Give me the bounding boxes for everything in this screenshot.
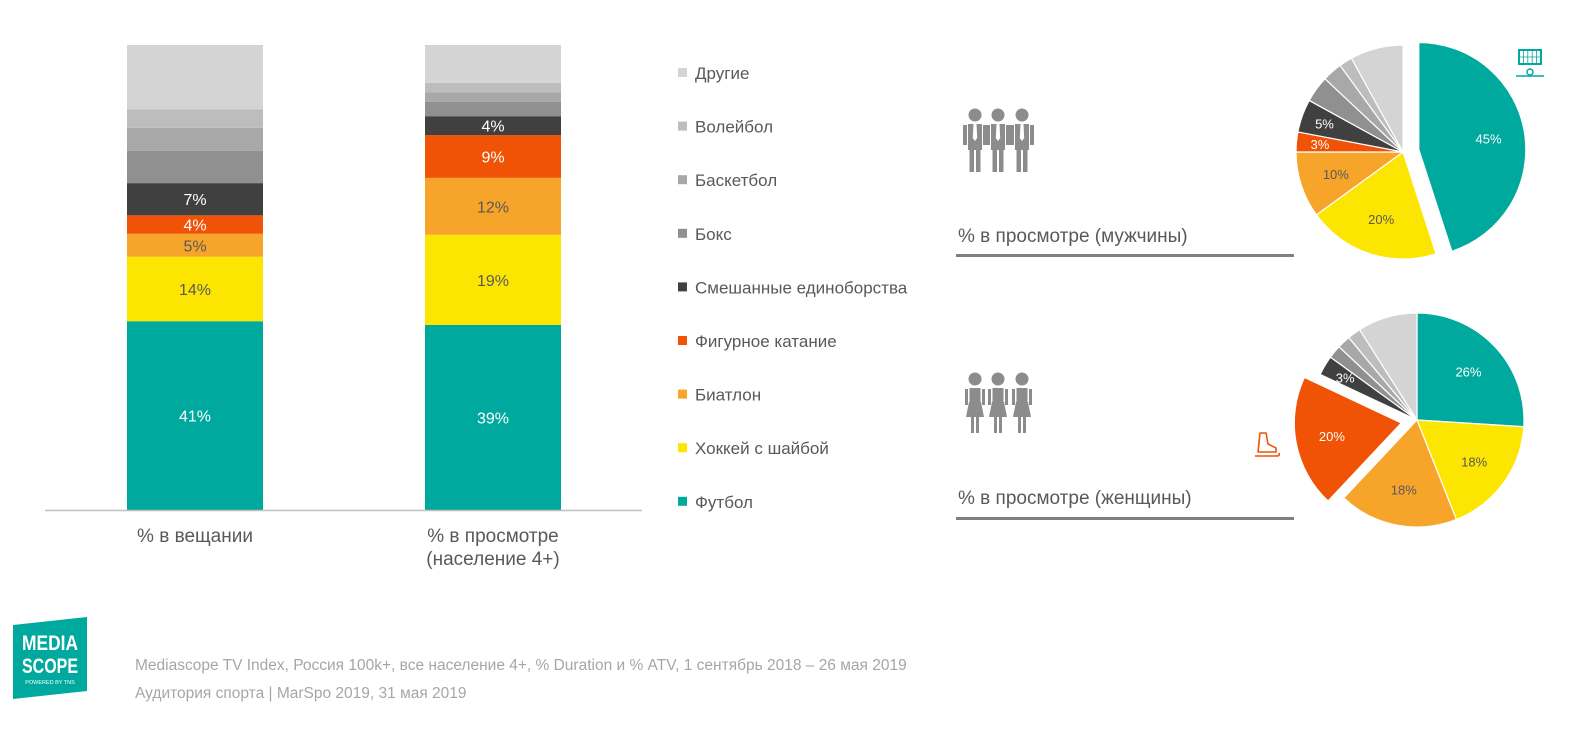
- category-label: % в вещании: [137, 526, 253, 547]
- legend-swatch: [678, 496, 687, 506]
- pie-data-label: 3%: [1311, 137, 1330, 152]
- bar-segment-баскетбол: [425, 92, 561, 102]
- bar-data-label: 39%: [477, 410, 509, 427]
- legend-label: Фигурное катание: [695, 332, 837, 351]
- bar-data-label: 4%: [481, 119, 504, 136]
- men-block: % в просмотре (мужчины): [956, 49, 1544, 257]
- bar-data-label: 19%: [477, 273, 509, 290]
- bar-data-label: 4%: [183, 218, 206, 235]
- legend-swatch: [678, 389, 687, 399]
- pie-slice-футбол: [1416, 312, 1525, 428]
- bar-segment-биатлон: [127, 233, 263, 257]
- bar-segment-другие: [127, 45, 263, 110]
- mediascope-logo: MEDIA SCOPE POWERED BY TNS: [13, 617, 87, 699]
- legend-label: Смешанные единоборства: [695, 278, 908, 297]
- divider: [956, 517, 1294, 520]
- pie-data-label: 26%: [1455, 365, 1481, 380]
- legend-swatch: [678, 336, 687, 345]
- pie-data-label: 20%: [1319, 429, 1345, 444]
- svg-text:SCOPE: SCOPE: [22, 655, 78, 678]
- pie-data-label: 45%: [1476, 131, 1502, 146]
- category-label: (население 4+): [426, 549, 559, 570]
- ice-skate-icon: [1255, 432, 1281, 457]
- source-note: Mediascope TV Index, Россия 100k+, все н…: [135, 657, 907, 674]
- legend-swatch: [678, 121, 687, 131]
- bar-segment-бокс: [127, 150, 263, 184]
- pie-chart-women: 26% 18% 18% 20% 3%: [1293, 312, 1525, 528]
- bar-data-label: 41%: [179, 409, 211, 426]
- svg-text:POWERED BY TNS: POWERED BY TNS: [25, 680, 75, 686]
- bar-segment-баскетбол: [127, 127, 263, 151]
- legend-label: Футбол: [695, 493, 753, 512]
- legend-label: Другие: [695, 64, 749, 83]
- event-note: Аудитория спорта | MarSpo 2019, 31 мая 2…: [135, 685, 467, 702]
- bar-segment-другие: [425, 45, 561, 83]
- legend-swatch: [678, 443, 687, 453]
- bar-data-label: 5%: [183, 238, 206, 255]
- women-block: % в просмотре (женщины): [956, 372, 1294, 520]
- football-goal-icon: [1516, 49, 1544, 77]
- bar-data-label: 12%: [477, 199, 509, 216]
- bar-segment-смешанные-единоборства: [425, 116, 561, 136]
- legend-label: Волейбол: [695, 118, 773, 137]
- legend-label: Хоккей с шайбой: [695, 439, 829, 458]
- legend-label: Биатлон: [695, 386, 761, 405]
- chart-legend: Другие Волейбол Баскетбол Бокс Смешанные еди…: [678, 64, 908, 512]
- svg-text:MEDIA: MEDIA: [22, 632, 78, 655]
- pie-slice-футбол: [1418, 41, 1527, 253]
- men-group-icon: [963, 108, 1034, 172]
- bar-segment-смешанные-единоборства: [127, 183, 263, 216]
- bar-data-label: 14%: [179, 282, 211, 299]
- women-group-icon: [965, 372, 1032, 433]
- bar-segment-фигурное-катание: [127, 215, 263, 234]
- pie-data-label: 18%: [1461, 455, 1487, 470]
- pie-chart-men: 45% 20% 10% 3% 5%: [1295, 41, 1527, 260]
- pie-data-label: 10%: [1323, 167, 1349, 182]
- pie-slice-хоккей-с-шайбой: [1315, 151, 1437, 260]
- stacked-bar-chart: 41% 14% 5% 4% 7% % в вещании 39% 19% 12% 9% 4% % в …: [45, 45, 642, 570]
- bar-segment-футбол: [127, 321, 263, 510]
- pie-slice-другие: [1358, 312, 1418, 423]
- bar-data-label: 9%: [481, 150, 504, 167]
- legend-swatch: [678, 68, 687, 77]
- legend-swatch: [678, 228, 687, 238]
- pie-slice-хоккей-с-шайбой: [1416, 419, 1525, 521]
- bar-segment-биатлон: [425, 177, 561, 235]
- pie-title-men: % в просмотре (мужчины): [958, 226, 1188, 247]
- legend-swatch: [678, 175, 687, 185]
- bar-segment-фигурное-катание: [425, 135, 561, 178]
- divider: [956, 254, 1294, 257]
- pie-slice-биатлон: [1342, 418, 1458, 528]
- bar-segment-хоккей-с-шайбой: [425, 234, 561, 325]
- bar-segment-футбол: [425, 324, 561, 510]
- bar-segment-хоккей-с-шайбой: [127, 256, 263, 322]
- legend-label: Бокс: [695, 225, 732, 244]
- pie-data-label: 20%: [1368, 212, 1394, 227]
- bar-segment-бокс: [425, 101, 561, 117]
- bar-segment-волейбол: [127, 109, 263, 128]
- bar-segment-волейбол: [425, 82, 561, 93]
- pie-slice-другие: [1350, 44, 1404, 153]
- legend-swatch: [678, 282, 687, 292]
- legend-label: Баскетбол: [695, 171, 777, 190]
- pie-slice-фигурное-катание: [1293, 376, 1403, 502]
- category-label: % в просмотре: [427, 526, 559, 547]
- pie-data-label: 5%: [1315, 117, 1334, 132]
- bar-data-label: 7%: [183, 192, 206, 209]
- pie-title-women: % в просмотре (женщины): [958, 488, 1192, 509]
- pie-data-label: 3%: [1336, 371, 1355, 386]
- pie-data-label: 18%: [1391, 482, 1417, 497]
